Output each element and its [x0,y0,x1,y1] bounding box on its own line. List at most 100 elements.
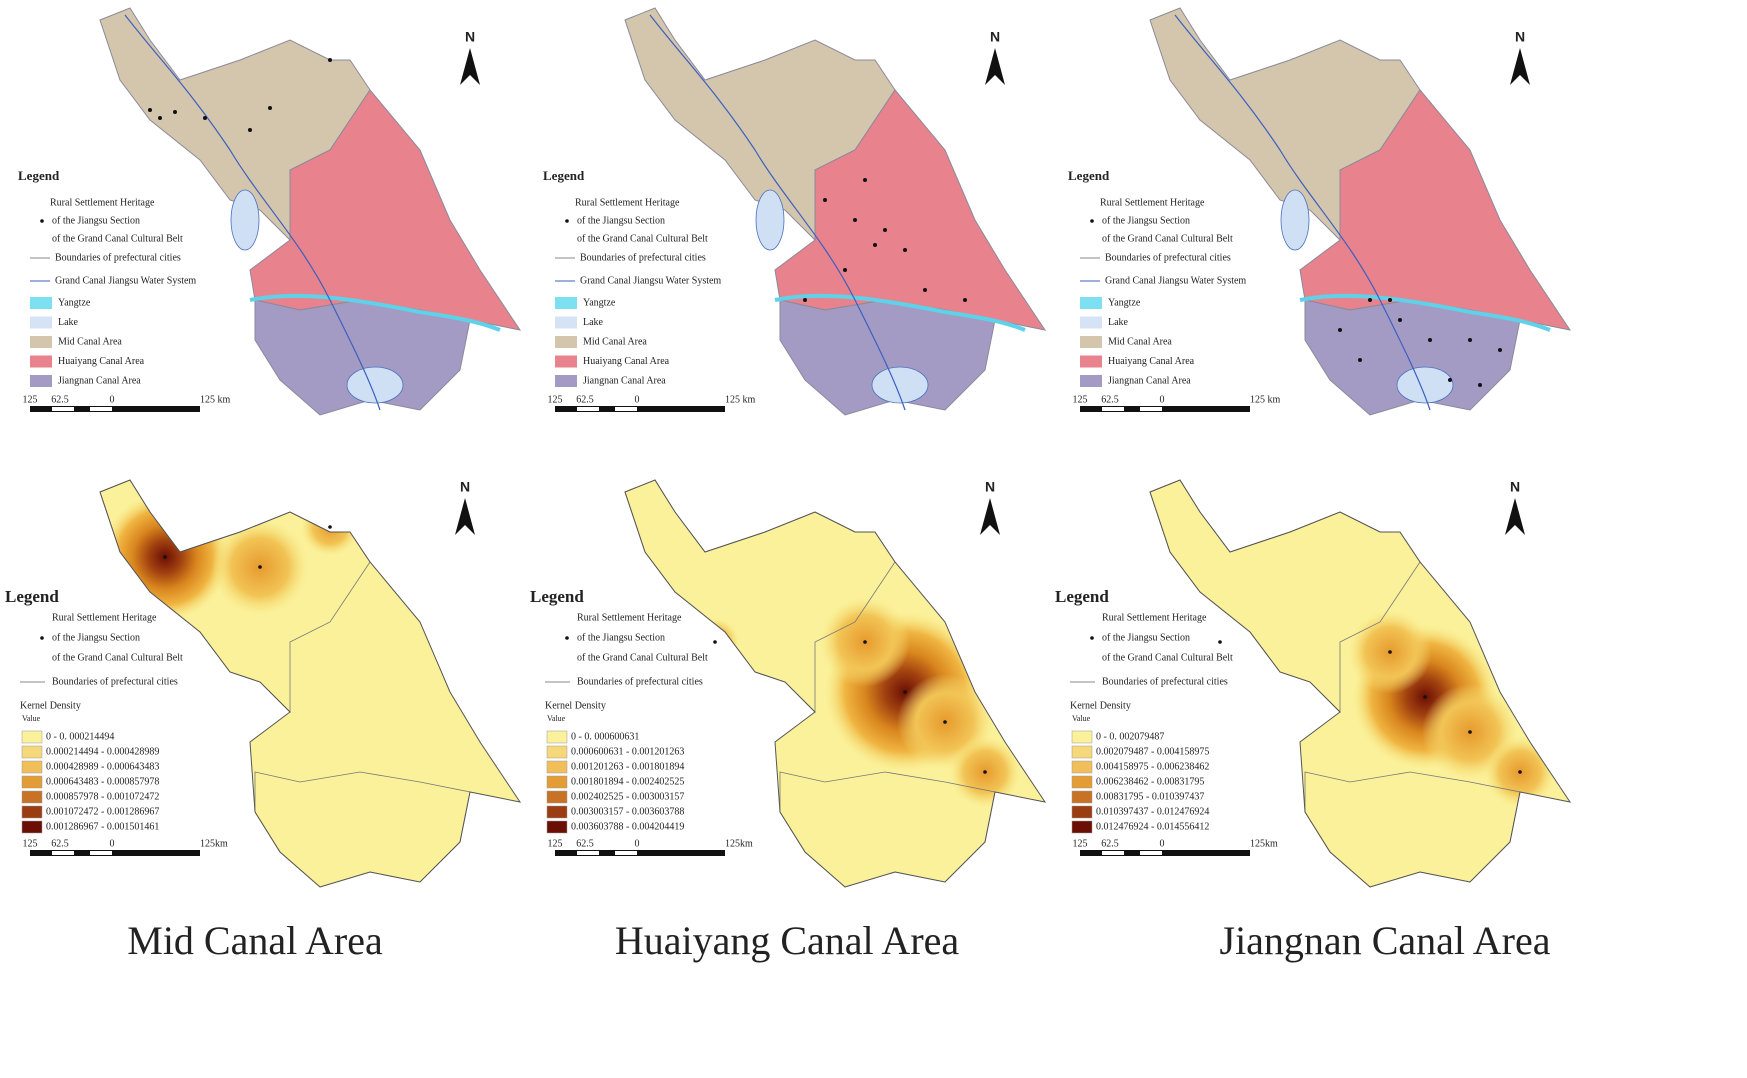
lake [871,366,929,404]
scale-bar-gap [52,851,74,855]
legend-item: of the Grand Canal Cultural Belt [1102,233,1233,244]
scale-bar [1080,850,1250,856]
legend-item: Huaiyang Canal Area [58,356,145,367]
scale-label: 125 [1073,394,1088,405]
lake [230,189,260,251]
heritage-point [328,58,332,62]
heritage-point [1388,650,1392,654]
legend-item: Huaiyang Canal Area [1108,356,1195,367]
legend-item: Rural Settlement Heritage [1100,197,1205,208]
scale-label: 125 km [1250,394,1281,405]
legend-swatch [1080,316,1102,329]
legend-dot [565,636,569,640]
heritage-point [203,116,207,120]
scale-bar-gap [1140,407,1162,411]
north-arrow [460,48,480,85]
scale-label: 125 [23,838,38,849]
density-title: Kernel Density [1070,700,1131,711]
legend-item: Rural Settlement Heritage [52,612,157,623]
heritage-point [853,218,857,222]
legend-item: Grand Canal Jiangsu Water System [580,275,721,286]
legend-item: of the Jiangsu Section [1102,215,1190,226]
density-class: 0.003003157 - 0.003603788 [571,806,684,817]
province-outline [1149,479,1572,888]
legend-dot [40,219,44,223]
scale-label: 125km [1250,838,1278,849]
legend-title: Legend [18,168,60,183]
legend-item: Lake [58,317,79,328]
density-class: 0 - 0. 000600631 [571,731,639,742]
legend-item: Lake [1108,317,1129,328]
heritage-point [923,288,927,292]
legend-swatch [30,375,52,387]
density-class: 0.000214494 - 0.000428989 [46,746,159,757]
scale-label: 125 [1073,838,1088,849]
density-subtitle: Value [1072,714,1091,723]
legend-item: of the Grand Canal Cultural Belt [577,233,708,244]
legend-item: of the Grand Canal Cultural Belt [577,652,708,663]
density-class: 0.001201263 - 0.001801894 [571,761,684,772]
scale-bar-gap [52,407,74,411]
density-swatch [546,820,568,834]
north-label: N [1515,29,1525,45]
scale-bar-gap [577,851,599,855]
density-swatch [21,745,43,759]
scale-label: 62.5 [1101,838,1119,849]
density-swatch [1071,745,1093,759]
north-label: N [465,29,475,45]
heritage-point [1218,640,1222,644]
density-class: 0.001801894 - 0.002402525 [571,776,684,787]
legend-item: Rural Settlement Heritage [577,612,682,623]
density-class: 0.006238462 - 0.00831795 [1096,776,1204,787]
density-swatch [546,775,568,789]
canal-water-system [124,14,381,411]
legend-swatch [30,355,52,368]
legend-swatch [30,336,52,348]
density-class: 0.000643483 - 0.000857978 [46,776,159,787]
legend-swatch [1080,355,1102,368]
legend-swatch [555,355,577,368]
heritage-point [983,770,987,774]
legend-item: Mid Canal Area [1108,336,1172,347]
density-swatch [1071,760,1093,774]
heritage-point [1468,730,1472,734]
scale-bar-gap [90,851,112,855]
heritage-point [943,720,947,724]
legend-swatch [30,297,52,309]
heritage-point [328,525,332,529]
legend-item: of the Jiangsu Section [577,215,665,226]
scale-label: 62.5 [576,394,594,405]
scale-bar-gap [90,407,112,411]
panel-column: N Legend Rural Settlement Heritage of the J… [1055,7,1572,963]
kernel-density-map [1149,479,1572,888]
scale-label: 0 [635,394,640,405]
scale-bar [555,406,725,412]
density-title: Kernel Density [545,700,606,711]
legend-item: Boundaries of prefectural cities [1102,676,1228,687]
heritage-point [163,555,167,559]
density-swatch [546,730,568,744]
legend-item: Rural Settlement Heritage [1102,612,1207,623]
heritage-point [903,690,907,694]
canal-water-system [1174,14,1431,411]
heritage-point [883,228,887,232]
legend-item: Grand Canal Jiangsu Water System [1105,275,1246,286]
legend-item: of the Jiangsu Section [1102,632,1190,643]
legend-item: of the Grand Canal Cultural Belt [1102,652,1233,663]
legend-item: Yangtze [583,297,616,308]
legend-item: Boundaries of prefectural cities [1105,252,1231,263]
heritage-point [258,565,262,569]
heritage-point [1358,358,1362,362]
density-swatch [1071,820,1093,834]
north-label: N [1510,479,1520,495]
legend-swatch [555,297,577,309]
density-class: 0.003603788 - 0.004204419 [571,821,684,832]
north-label: N [460,479,470,495]
heritage-point [863,640,867,644]
legend-swatch [555,316,577,329]
density-class: 0.004158975 - 0.006238462 [1096,761,1209,772]
density-swatch [21,760,43,774]
legend-item: Yangtze [58,297,91,308]
legend-swatch [1080,297,1102,309]
lake [346,366,404,404]
